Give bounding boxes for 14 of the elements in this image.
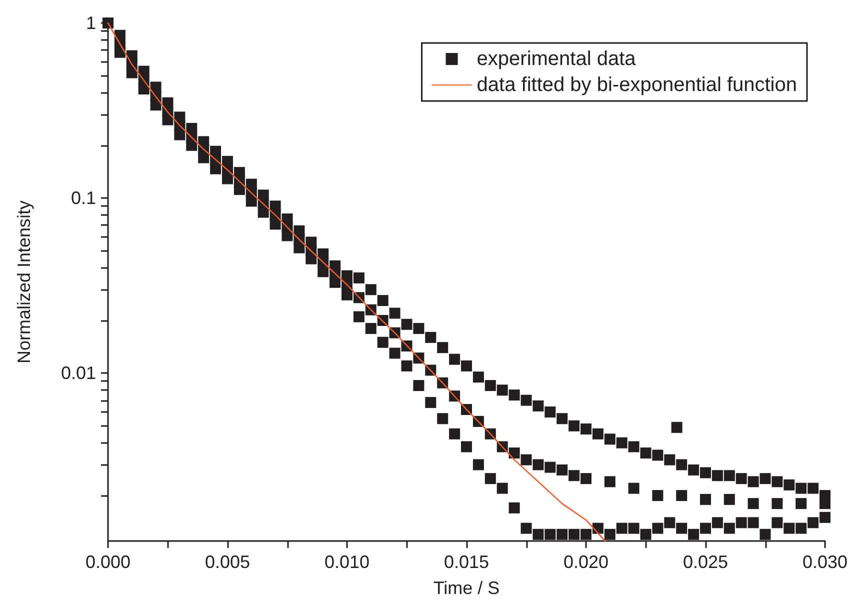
x-tick-label: 0.020 (563, 552, 609, 572)
y-tick-label: 0.1 (70, 188, 96, 208)
y-tick-label: 0.01 (60, 363, 96, 384)
y-tick-label: 1 (86, 13, 96, 33)
legend-label: experimental data (476, 48, 637, 70)
x-tick-label: 0.030 (802, 552, 848, 572)
x-tick-label: 0.025 (682, 552, 728, 572)
x-tick-label: 0.005 (204, 552, 250, 572)
legend-label: data fitted by bi-exponential function (476, 74, 798, 96)
x-tick-label: 0.015 (444, 552, 490, 572)
x-tick-label: 0.000 (85, 552, 131, 572)
y-axis-title: Normalized Intensity (14, 200, 34, 364)
x-tick-label: 0.010 (324, 552, 370, 572)
x-axis-title: Time / S (433, 578, 500, 598)
